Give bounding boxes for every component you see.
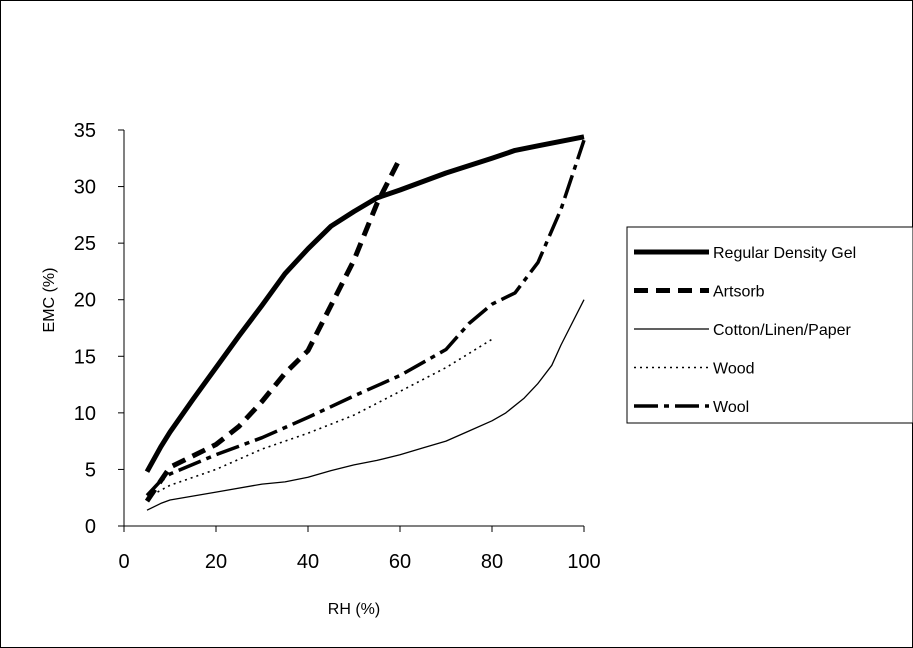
x-axis-ticks: 0 20 40 60 80 100	[118, 526, 601, 573]
legend-label-cotton-linen-paper: Cotton/Linen/Paper	[713, 322, 852, 339]
legend-label-artsorb: Artsorb	[713, 284, 765, 301]
x-tick-label: 100	[567, 551, 600, 573]
legend-box	[626, 226, 913, 424]
x-axis-title: RH (%)	[328, 601, 380, 618]
y-tick-label: 15	[74, 346, 96, 368]
series-line-wool	[145, 139, 586, 497]
x-tick-label: 80	[481, 551, 503, 573]
y-tick-label: 25	[74, 233, 96, 255]
y-tick-label: 20	[74, 290, 96, 312]
y-tick-label: 5	[85, 459, 96, 481]
x-tick-label: 0	[118, 551, 129, 573]
legend-label-wool: Wool	[713, 399, 749, 416]
y-tick-label: 0	[85, 516, 96, 538]
legend: Regular Density Gel Artsorb Cotton/Linen/P…	[626, 226, 913, 424]
y-tick-label: 35	[74, 120, 96, 142]
series-line-cotton-linen-paper	[146, 299, 585, 511]
x-tick-label: 60	[389, 551, 411, 573]
y-axis-title: EMC (%)	[41, 268, 58, 333]
legend-label-wood: Wood	[713, 361, 755, 378]
y-axis-ticks: 0 5 10 15 20 25 30 35	[74, 120, 124, 538]
series-line-artsorb	[144, 157, 403, 503]
x-tick-label: 20	[205, 551, 227, 573]
y-tick-label: 10	[74, 403, 96, 425]
legend-label-regular-density-gel: Regular Density Gel	[713, 245, 856, 262]
y-tick-label: 30	[74, 177, 96, 199]
x-tick-label: 40	[297, 551, 319, 573]
series-layer	[144, 134, 586, 511]
series-line-wood	[146, 338, 493, 499]
series-line-regular-density-gel	[144, 134, 585, 473]
plot-area	[123, 130, 584, 527]
